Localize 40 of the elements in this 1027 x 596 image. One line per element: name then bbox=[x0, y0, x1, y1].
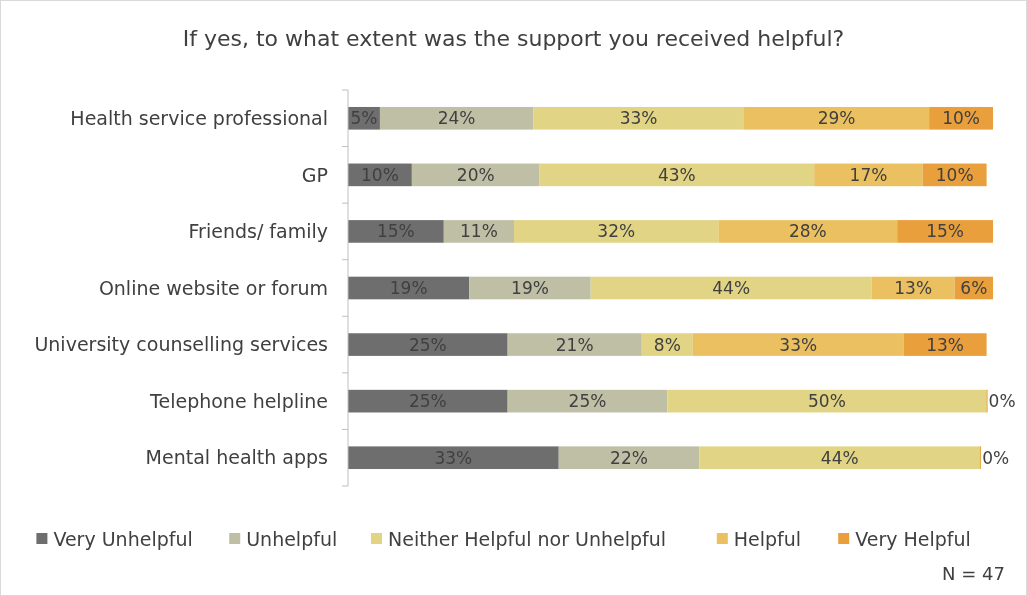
data-label: 33% bbox=[619, 108, 658, 129]
data-label: 33% bbox=[779, 334, 818, 355]
legend-label: Very Helpful bbox=[855, 527, 971, 550]
data-label: 17% bbox=[849, 164, 888, 185]
data-label: 0% bbox=[988, 391, 1016, 412]
data-label: 13% bbox=[926, 334, 964, 355]
data-label: 22% bbox=[610, 447, 648, 468]
data-label: 21% bbox=[555, 334, 594, 355]
data-label: 43% bbox=[657, 164, 696, 185]
data-label: 20% bbox=[456, 164, 495, 185]
data-label: 6% bbox=[960, 277, 988, 298]
data-label: 15% bbox=[926, 221, 964, 242]
data-label: 50% bbox=[808, 391, 846, 412]
legend-label: Very Unhelpful bbox=[53, 527, 193, 550]
data-label: 10% bbox=[935, 164, 974, 185]
data-label: 19% bbox=[511, 277, 549, 298]
data-label: 44% bbox=[820, 447, 859, 468]
y-tick-label: Health service professional bbox=[70, 106, 328, 129]
data-label: 44% bbox=[712, 277, 751, 298]
y-tick-label: GP bbox=[301, 163, 328, 186]
y-tick-label: Online website or forum bbox=[98, 276, 328, 299]
y-tick-label: Mental health apps bbox=[145, 446, 328, 469]
data-label: 10% bbox=[942, 108, 980, 129]
legend-label: Neither Helpful nor Unhelpful bbox=[388, 527, 667, 550]
legend-label: Helpful bbox=[733, 527, 802, 550]
data-label: 13% bbox=[894, 277, 933, 298]
data-label: 29% bbox=[817, 108, 856, 129]
y-tick-label: University counselling services bbox=[34, 333, 328, 356]
data-label: 32% bbox=[597, 221, 636, 242]
legend-label: Unhelpful bbox=[246, 527, 338, 550]
data-label: 25% bbox=[568, 391, 607, 412]
data-label: 11% bbox=[460, 221, 498, 242]
y-tick-label: Telephone helpline bbox=[149, 389, 328, 412]
data-label: 0% bbox=[982, 447, 1010, 468]
text: N = 47 bbox=[942, 563, 1005, 585]
data-label: 28% bbox=[788, 221, 827, 242]
data-label: 24% bbox=[437, 108, 476, 129]
data-label: 8% bbox=[653, 334, 681, 355]
y-tick-label: Friends/ family bbox=[188, 220, 328, 243]
chart-title: If yes, to what extent was the support you received helpful? bbox=[182, 26, 845, 51]
